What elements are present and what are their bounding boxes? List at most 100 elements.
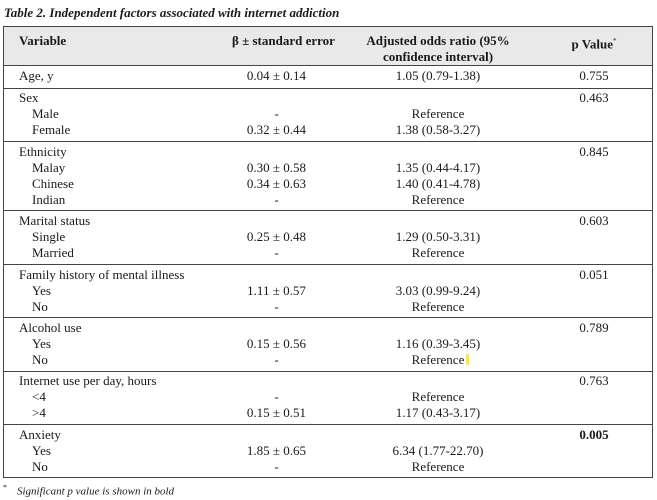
row-aor: Reference — [411, 459, 465, 474]
row-aor: 1.05 (0.79-1.38) — [395, 68, 481, 83]
row-p-significant: 0.005 — [579, 427, 609, 442]
header-p-value: p Value* — [549, 33, 639, 52]
table-row: Sex 0.463 — [4, 90, 652, 106]
row-beta: - — [274, 389, 279, 404]
row-beta: 0.34 ± 0.63 — [246, 176, 307, 191]
row-label: <4 — [32, 389, 46, 404]
row-label: Married — [32, 245, 74, 260]
results-table: Variable β ± standard error Adjusted odd… — [3, 26, 653, 478]
table-caption: Table 2. Independent factors associated … — [4, 5, 340, 20]
row-beta: - — [274, 459, 279, 474]
row-label: Yes — [32, 443, 51, 458]
row-p: 0.603 — [579, 213, 609, 228]
row-p: 0.763 — [579, 373, 609, 388]
row-aor: 3.03 (0.99-9.24) — [395, 283, 481, 298]
row-aor: Reference — [411, 352, 465, 367]
row-beta: 1.11 ± 0.57 — [247, 283, 306, 298]
row-label: Alcohol use — [19, 320, 82, 335]
row-label: Female — [32, 122, 71, 137]
table-row: Family history of mental illness 0.051 — [4, 267, 652, 283]
table-row: Yes 1.85 ± 0.65 6.34 (1.77-22.70) — [4, 443, 652, 459]
row-label: Malay — [32, 160, 66, 175]
row-divider — [4, 317, 652, 318]
footnote-text: Significant p value is shown in bold — [17, 485, 175, 498]
row-label: Indian — [32, 192, 66, 207]
table-header: Variable β ± standard error Adjusted odd… — [4, 27, 652, 66]
row-beta: - — [274, 106, 279, 121]
table-row: <4 - Reference — [4, 389, 652, 405]
table-row: No - Reference — [4, 352, 652, 368]
row-divider — [4, 141, 652, 142]
row-label: Yes — [32, 283, 51, 298]
text-cursor-highlight — [466, 354, 469, 365]
row-p: 0.463 — [579, 90, 609, 105]
row-beta: - — [274, 352, 279, 367]
row-label: >4 — [32, 405, 46, 420]
row-label: No — [32, 299, 48, 314]
row-beta: - — [274, 299, 279, 314]
row-divider — [4, 264, 652, 265]
row-divider — [4, 210, 652, 211]
row-label: Age, y — [19, 68, 54, 83]
row-label: Anxiety — [19, 427, 61, 442]
table-row: Internet use per day, hours 0.763 — [4, 373, 652, 389]
table-row: Chinese 0.34 ± 0.63 1.40 (0.41-4.78) — [4, 176, 652, 192]
header-aor-line1: Adjusted odds ratio (95% — [366, 33, 510, 48]
row-label: Internet use per day, hours — [19, 373, 157, 388]
table-row: No - Reference — [4, 299, 652, 315]
row-aor: Reference — [411, 299, 465, 314]
row-beta: 0.25 ± 0.48 — [246, 229, 307, 244]
row-aor: Reference — [411, 389, 465, 404]
row-beta: 0.15 ± 0.56 — [246, 336, 307, 351]
row-label: No — [32, 459, 48, 474]
header-beta: β ± standard error — [232, 33, 335, 48]
row-beta: 1.85 ± 0.65 — [246, 443, 307, 458]
row-label: Ethnicity — [19, 144, 67, 159]
table-row: Alcohol use 0.789 — [4, 320, 652, 336]
row-label: Family history of mental illness — [19, 267, 185, 282]
header-aor-line2: confidence interval) — [382, 49, 494, 64]
header-p-marker: * — [613, 37, 617, 45]
row-aor: 1.17 (0.43-3.17) — [395, 405, 481, 420]
table-row: Single 0.25 ± 0.48 1.29 (0.50-3.31) — [4, 229, 652, 245]
row-label: Male — [32, 106, 59, 121]
footnote-marker: * — [3, 483, 7, 492]
row-p: 0.845 — [579, 144, 609, 159]
table-footnote: * Significant p value is shown in bold — [3, 483, 174, 498]
row-p: 0.755 — [579, 68, 609, 83]
row-aor: 1.16 (0.39-3.45) — [395, 336, 481, 351]
row-label: Marital status — [19, 213, 91, 228]
row-label: No — [32, 352, 48, 367]
table-row: Married - Reference — [4, 245, 652, 261]
table-row: Anxiety 0.005 — [4, 427, 652, 443]
table-row: Indian - Reference — [4, 192, 652, 208]
row-aor: 1.38 (0.58-3.27) — [395, 122, 481, 137]
row-aor: 1.29 (0.50-3.31) — [395, 229, 481, 244]
header-p-label: p Value — [571, 36, 614, 52]
table-row: Marital status 0.603 — [4, 213, 652, 229]
row-beta: - — [274, 192, 279, 207]
table-row: No - Reference — [4, 459, 652, 475]
row-aor: Reference — [411, 106, 465, 121]
row-beta: 0.15 ± 0.51 — [246, 405, 307, 420]
table-row: Malay 0.30 ± 0.58 1.35 (0.44-4.17) — [4, 160, 652, 176]
row-aor: 1.40 (0.41-4.78) — [395, 176, 481, 191]
row-beta: 0.32 ± 0.44 — [246, 122, 307, 137]
row-aor: Reference — [411, 245, 465, 260]
row-beta: 0.30 ± 0.58 — [246, 160, 307, 175]
header-variable: Variable — [19, 33, 67, 48]
row-label: Sex — [19, 90, 39, 105]
row-beta: - — [274, 245, 279, 260]
table-row: >4 0.15 ± 0.51 1.17 (0.43-3.17) — [4, 405, 652, 421]
table-row: Male - Reference — [4, 106, 652, 122]
row-aor: 1.35 (0.44-4.17) — [395, 160, 481, 175]
table-row: Yes 0.15 ± 0.56 1.16 (0.39-3.45) — [4, 336, 652, 352]
table-row: Female 0.32 ± 0.44 1.38 (0.58-3.27) — [4, 122, 652, 138]
row-label: Chinese — [32, 176, 74, 191]
row-aor: 6.34 (1.77-22.70) — [392, 443, 484, 458]
header-adjusted-odds-ratio: Adjusted odds ratio (95% confidence inte… — [348, 33, 528, 65]
row-beta: 0.04 ± 0.14 — [246, 68, 307, 83]
row-aor: Reference — [411, 192, 465, 207]
row-divider — [4, 88, 652, 89]
table-row: Age, y 0.04 ± 0.14 1.05 (0.79-1.38) 0.75… — [4, 68, 652, 84]
